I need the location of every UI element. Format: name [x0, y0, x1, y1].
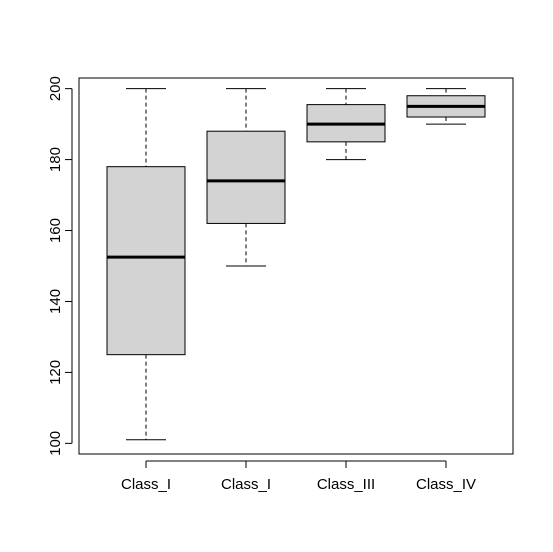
- iqr-box: [206, 130, 286, 224]
- plot-frame: [78, 77, 514, 455]
- y-tick-label: 120: [47, 360, 64, 385]
- y-tick-label: 180: [47, 147, 64, 172]
- x-tick-label: Class_III: [317, 476, 375, 493]
- y-tick-label: 140: [47, 289, 64, 314]
- x-tick-label: Class_I: [121, 476, 171, 493]
- y-tick-label: 160: [47, 218, 64, 243]
- x-tick-label: Class_I: [221, 476, 271, 493]
- box-2: [206, 88, 286, 267]
- y-tick-label: 200: [47, 76, 64, 101]
- box-1: [106, 88, 186, 441]
- box-3: [306, 88, 386, 161]
- box-4: [406, 88, 486, 125]
- y-axis: 100 120 140 160 180 200: [47, 76, 73, 456]
- iqr-box: [106, 166, 186, 356]
- box-series: [106, 88, 486, 441]
- x-tick-label: Class_IV: [416, 476, 476, 493]
- x-axis: Class_I Class_I Class_III Class_IV: [121, 460, 476, 493]
- y-tick-label: 100: [47, 431, 64, 456]
